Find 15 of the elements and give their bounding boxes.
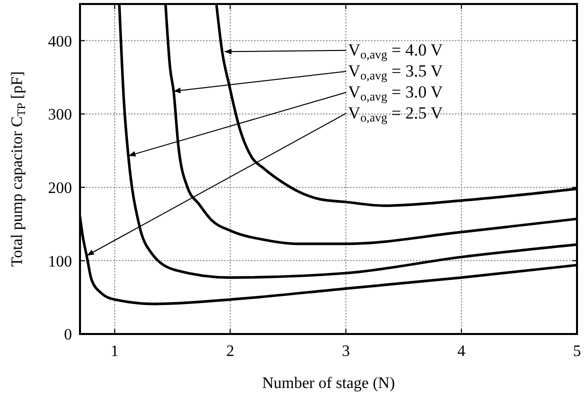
y-tick-label: 100 bbox=[48, 253, 72, 270]
y-tick-label: 400 bbox=[48, 33, 72, 50]
x-tick-label: 5 bbox=[573, 343, 581, 360]
annotation: V$_{o,avg}$ = 2.5 V bbox=[348, 103, 444, 124]
y-tick-label: 200 bbox=[48, 180, 72, 197]
annotation: V$_{o,avg}$ = 4.0 V bbox=[348, 40, 444, 62]
y-tick-label: 0 bbox=[64, 326, 72, 344]
x-tick-label: 2 bbox=[226, 343, 234, 360]
annotation: V$_{o,avg}$ = 3.5 V bbox=[348, 61, 444, 82]
x-tick-label: 3 bbox=[342, 343, 350, 360]
x-tick-label: 1 bbox=[110, 343, 119, 360]
x-axis-title: Number of stage (N) bbox=[262, 375, 395, 392]
annotation: V$_{o,avg}$ = 3.0 V bbox=[348, 82, 444, 104]
x-tick-label: 4 bbox=[457, 343, 466, 360]
y-tick-label: 300 bbox=[48, 106, 72, 124]
